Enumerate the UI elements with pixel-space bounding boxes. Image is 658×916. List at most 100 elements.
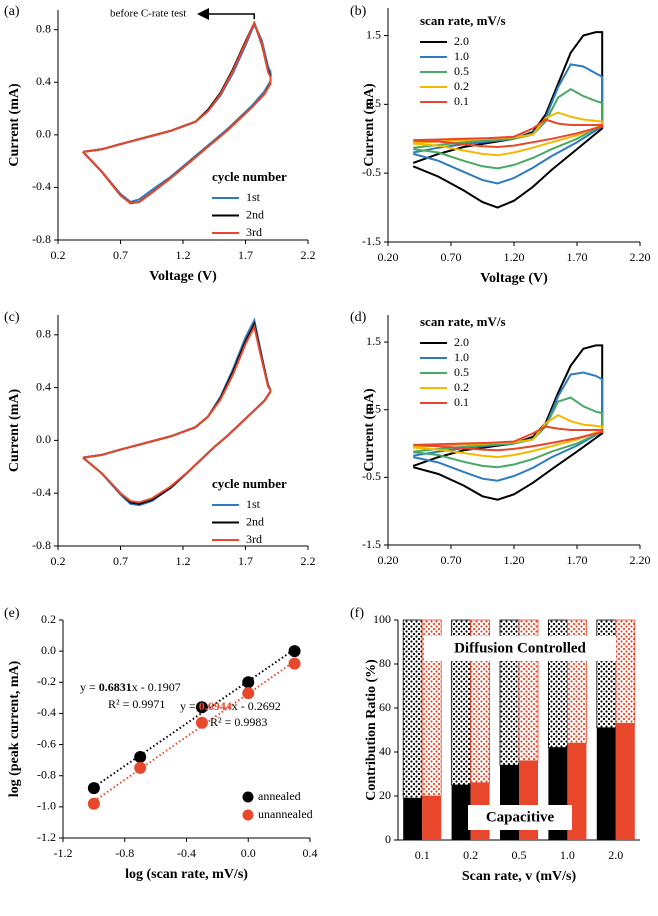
capacitive-segment	[615, 723, 635, 840]
legend-title: scan rate, mV/s	[420, 314, 506, 329]
equation-rest: x - 0.1907	[132, 680, 181, 694]
legend-label: 0.5	[454, 365, 469, 379]
panel-label: (c)	[4, 310, 20, 325]
x-tick-label: 0.20	[378, 553, 399, 567]
y-tick-label: -0.4	[32, 179, 51, 193]
data-point	[195, 701, 208, 714]
data-point	[242, 676, 255, 689]
y-tick-label: -0.4	[32, 485, 51, 499]
y-tick-label: 0.0	[41, 643, 56, 657]
panel-label: (e)	[4, 606, 20, 621]
legend-title: cycle number	[212, 476, 287, 491]
y-tick-label: -0.5	[362, 165, 381, 179]
legend-label: 0.2	[454, 79, 469, 93]
data-point	[87, 797, 100, 810]
legend-label: 0.5	[454, 64, 469, 78]
x-tick-label: -0.4	[177, 846, 196, 860]
legend-label: 0.2	[454, 380, 469, 394]
y-axis-title: Current (mA)	[7, 83, 22, 167]
x-tick-label: 1.2	[176, 554, 191, 568]
annotation: before C-rate test	[110, 8, 186, 20]
cv-curve	[413, 88, 604, 170]
y-tick-label: 0.4	[36, 379, 51, 393]
r-squared: R² = 0.9971	[108, 697, 165, 711]
x-tick-label: 1.70	[567, 250, 588, 264]
legend-label: 2.0	[454, 335, 469, 349]
cv-curve	[82, 20, 272, 205]
legend-label: 2.0	[454, 34, 469, 48]
y-tick-label: 0.0	[36, 127, 51, 141]
x-tick-label: 0.5	[512, 848, 527, 862]
y-tick-label: 0.5	[366, 96, 381, 110]
equation-slope: 0.6944	[199, 699, 232, 713]
x-tick-label: 0.4	[303, 846, 318, 860]
x-tick-label: -0.8	[115, 846, 134, 860]
x-tick-label: 2.2	[301, 554, 316, 568]
y-tick-label: -0.2	[37, 674, 56, 688]
legend-label: annealed	[258, 789, 301, 803]
y-tick-label: -1.5	[362, 234, 381, 248]
data-point	[195, 716, 208, 729]
legend-title: scan rate, mV/s	[420, 13, 506, 28]
y-tick-label: -0.8	[32, 232, 51, 246]
x-tick-label: 0.2	[463, 848, 478, 862]
cv-curve	[412, 31, 604, 209]
y-tick-label: 0.2	[41, 612, 56, 626]
y-tick-label: 1.5	[366, 334, 381, 348]
panel-label: (a)	[4, 4, 20, 19]
y-tick-label: 1.5	[366, 27, 381, 41]
y-axis-title: Contribution Ratio (%)	[364, 659, 379, 801]
equation-y: y =	[180, 699, 199, 713]
data-point	[134, 751, 147, 764]
y-axis-title: Current (mA)	[362, 83, 377, 167]
y-tick-label: -1.0	[37, 799, 56, 813]
equation-slope: 0.6831	[99, 680, 132, 694]
trendline	[93, 660, 296, 803]
y-tick-label: -0.4	[37, 705, 56, 719]
r-squared: R² = 0.9983	[210, 715, 267, 729]
x-tick-label: 0.2	[51, 554, 66, 568]
x-tick-label: 1.7	[238, 554, 253, 568]
legend-label: 0.1	[454, 94, 469, 108]
legend-label: 3rd	[246, 225, 262, 239]
x-tick-label: 2.20	[630, 250, 651, 264]
data-point	[288, 645, 301, 658]
data-point	[242, 687, 255, 700]
cv-curve	[413, 396, 604, 469]
x-tick-label: 1.20	[504, 553, 525, 567]
equation-rest: x - 0.2692	[232, 699, 281, 713]
y-axis-title: log (peak current, mA)	[7, 660, 22, 797]
capacitive-segment	[596, 727, 616, 840]
y-axis-title: Current (mA)	[362, 388, 377, 472]
x-tick-label: 0.2	[51, 248, 66, 262]
legend-label: 1st	[246, 190, 261, 204]
equation: y = 0.6944x - 0.2692	[180, 699, 281, 713]
x-tick-label: 1.70	[567, 553, 588, 567]
equation: y = 0.6831x - 0.1907	[80, 680, 181, 694]
capacitive-segment	[567, 743, 587, 840]
panel-label: (f)	[350, 606, 364, 621]
y-tick-label: 80	[379, 656, 391, 670]
data-point	[288, 657, 301, 670]
diffusion-label: Diffusion Controlled	[454, 640, 586, 656]
legend-label: 1st	[246, 497, 261, 511]
x-tick-label: 0.0	[241, 846, 256, 860]
legend-label: 2nd	[246, 514, 264, 528]
x-axis-title: log (scan rate, mV/s)	[125, 867, 248, 882]
label-box	[468, 805, 572, 830]
y-tick-label: -0.5	[362, 469, 381, 483]
cv-curve	[413, 413, 604, 459]
legend-label: 1.0	[454, 49, 469, 63]
y-tick-label: -0.8	[32, 538, 51, 552]
x-tick-label: 0.1	[415, 848, 430, 862]
y-tick-label: -1.5	[362, 537, 381, 551]
x-axis-title: Voltage (V)	[480, 271, 548, 286]
x-axis-title: Voltage (V)	[149, 269, 217, 284]
y-axis-title: Current (mA)	[7, 389, 22, 473]
x-tick-label: 0.70	[441, 553, 462, 567]
y-tick-label: 60	[379, 700, 391, 714]
capacitive-segment	[451, 785, 471, 840]
data-point	[87, 782, 100, 795]
x-tick-label: 2.20	[630, 553, 651, 567]
